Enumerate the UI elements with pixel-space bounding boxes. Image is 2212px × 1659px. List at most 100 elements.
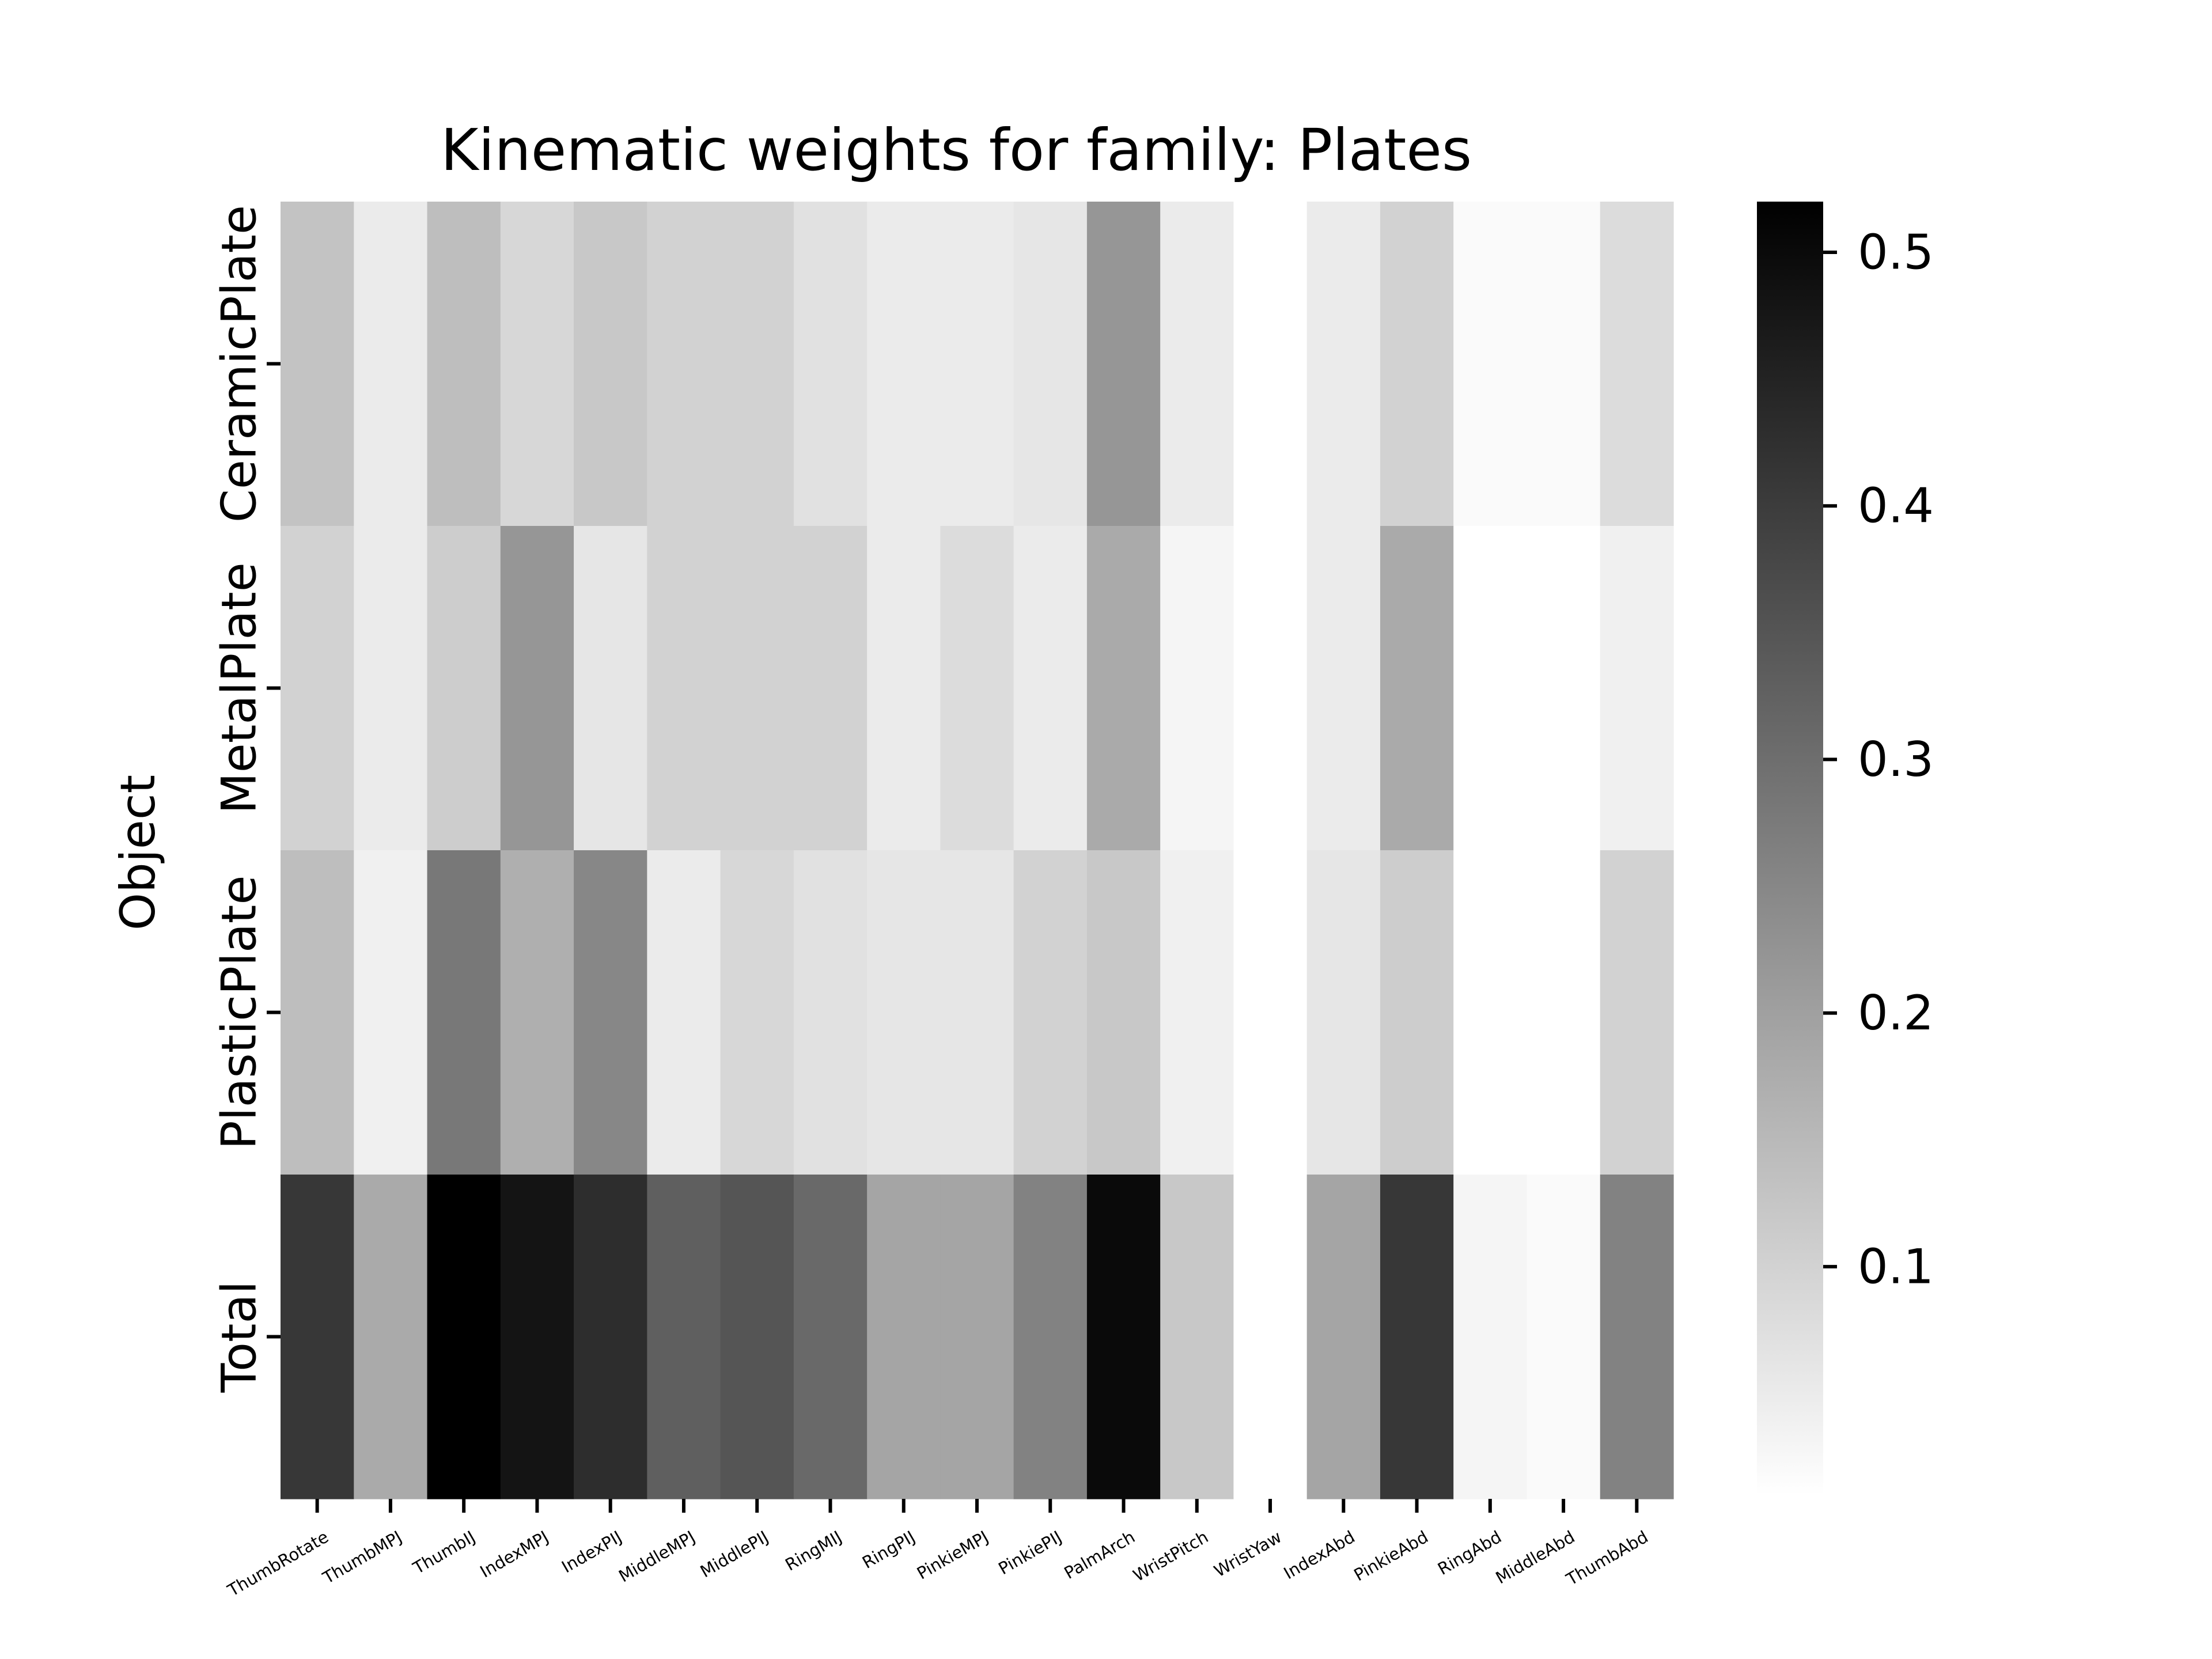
heatmap-cell — [1380, 202, 1454, 527]
heatmap-cell — [1233, 526, 1308, 851]
y-axis-label: Object — [110, 775, 166, 930]
heatmap-cell — [867, 850, 941, 1175]
x-tick-label: PalmArch — [1060, 1527, 1138, 1583]
heatmap-cell — [793, 850, 868, 1175]
heatmap-cell — [1453, 202, 1528, 527]
heatmap-cell — [793, 526, 868, 851]
heatmap-cell — [1527, 202, 1601, 527]
x-tick-label: PinkiePIJ — [995, 1527, 1065, 1579]
heatmap-cell — [793, 202, 868, 527]
heatmap-cell — [500, 202, 574, 527]
heatmap-cell — [720, 526, 794, 851]
heatmap-cell — [1527, 850, 1601, 1175]
y-tick-label: PlasticPlate — [211, 875, 267, 1149]
y-axis-ticks: CeramicPlate MetalPlate PlasticPlate Total — [211, 205, 281, 1393]
y-tick-label: Total — [211, 1281, 267, 1393]
colorbar-tick-label: 0.3 — [1858, 732, 1934, 787]
heatmap-cell — [1306, 850, 1381, 1175]
heatmap-cell — [427, 526, 501, 851]
heatmap-cell — [281, 526, 354, 851]
heatmap-cell — [1160, 526, 1234, 851]
heatmap-cell — [1380, 850, 1454, 1175]
heatmap-cells — [281, 202, 1674, 1499]
heatmap-cell — [940, 850, 1014, 1175]
heatmap-cell — [1306, 202, 1381, 527]
colorbar-gradient — [1757, 202, 1823, 1495]
heatmap-cell — [1600, 850, 1674, 1175]
heatmap-cell — [1013, 850, 1088, 1175]
heatmap-cell — [1453, 850, 1528, 1175]
heatmap-cell — [1306, 1175, 1381, 1499]
chart-title: Kinematic weights for family: Plates — [441, 116, 1472, 184]
heatmap-cell — [574, 850, 647, 1175]
heatmap-cell — [720, 850, 794, 1175]
heatmap-cell — [281, 850, 354, 1175]
heatmap-cell — [1013, 202, 1088, 527]
heatmap-cell — [647, 202, 721, 527]
heatmap-cell — [281, 202, 354, 527]
heatmap-cell — [427, 850, 501, 1175]
heatmap-cell — [1160, 202, 1234, 527]
heatmap-cell — [647, 850, 721, 1175]
colorbar-tick-label: 0.1 — [1858, 1238, 1934, 1294]
colorbar-tick-label: 0.4 — [1858, 478, 1934, 534]
x-tick-label: ThumbIJ — [409, 1527, 478, 1578]
heatmap-cell — [1380, 526, 1454, 851]
x-tick-label: PinkieAbd — [1351, 1527, 1432, 1585]
heatmap-cell — [427, 1175, 501, 1499]
colorbar-ticks: 0.1 0.2 0.3 0.4 0.5 — [1823, 225, 1934, 1294]
heatmap-cell — [867, 202, 941, 527]
x-tick-label: RingPIJ — [859, 1527, 918, 1573]
heatmap-cell — [1233, 850, 1308, 1175]
x-tick-label: WristPitch — [1130, 1527, 1211, 1586]
heatmap-cell — [1013, 1175, 1088, 1499]
colorbar-tick-label: 0.5 — [1858, 225, 1934, 281]
heatmap-cell — [1160, 850, 1234, 1175]
heatmap-cell — [940, 1175, 1014, 1499]
heatmap-cell — [500, 850, 574, 1175]
heatmap-cell — [1453, 1175, 1528, 1499]
x-tick-label: MiddleMPJ — [615, 1527, 698, 1586]
heatmap-cell — [1527, 526, 1601, 851]
heatmap-cell — [1233, 1175, 1308, 1499]
heatmap-cell — [793, 1175, 868, 1499]
heatmap-cell — [647, 1175, 721, 1499]
x-tick-label: ThumbAbd — [1562, 1527, 1652, 1590]
heatmap-cell — [1160, 1175, 1234, 1499]
x-tick-label: PinkieMPJ — [914, 1527, 992, 1584]
heatmap-cell — [647, 526, 721, 851]
heatmap-cell — [1600, 526, 1674, 851]
heatmap-cell — [1380, 1175, 1454, 1499]
heatmap-cell — [940, 202, 1014, 527]
heatmap-cell — [720, 202, 794, 527]
heatmap-cell — [500, 1175, 574, 1499]
heatmap-cell — [940, 526, 1014, 851]
y-tick-label: MetalPlate — [211, 562, 267, 814]
heatmap-cell — [720, 1175, 794, 1499]
heatmap-cell — [1086, 1175, 1161, 1499]
heatmap-cell — [867, 1175, 941, 1499]
heatmap-cell — [574, 202, 647, 527]
heatmap-cell — [1453, 526, 1528, 851]
x-tick-label: IndexMPJ — [477, 1527, 552, 1582]
heatmap-cell — [1527, 1175, 1601, 1499]
x-tick-label: ThumbMPJ — [319, 1527, 406, 1588]
heatmap-cell — [354, 526, 428, 851]
heatmap-cell — [867, 526, 941, 851]
heatmap-cell — [427, 202, 501, 527]
colorbar — [1757, 202, 1823, 1495]
x-tick-label: ThumbRotate — [224, 1527, 332, 1601]
colorbar-tick-label: 0.2 — [1858, 985, 1934, 1041]
heatmap-cell — [1600, 202, 1674, 527]
x-tick-label: MiddlePIJ — [697, 1527, 772, 1582]
heatmap-cell — [1086, 850, 1161, 1175]
heatmap-cell — [354, 202, 428, 527]
heatmap-cell — [1306, 526, 1381, 851]
x-tick-label: IndexAbd — [1281, 1527, 1358, 1584]
heatmap-cell — [354, 1175, 428, 1499]
heatmap-cell — [1233, 202, 1308, 527]
x-tick-label: RingMIJ — [782, 1527, 845, 1575]
heatmap-cell — [500, 526, 574, 851]
